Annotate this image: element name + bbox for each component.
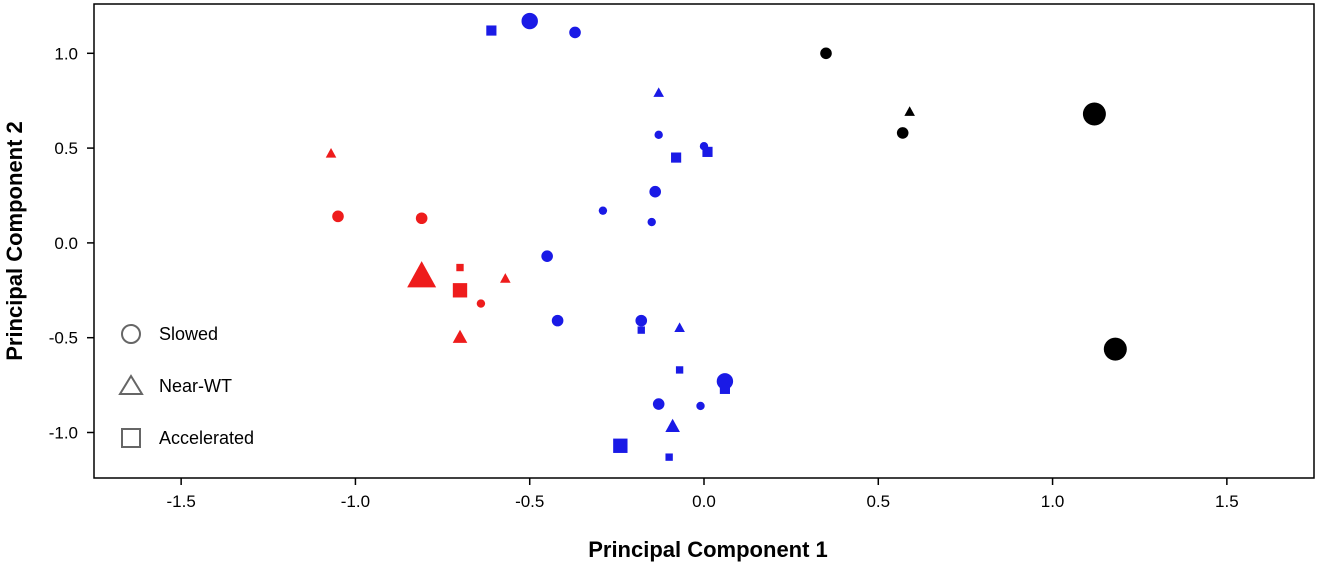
axis-ticks: -1.5 -1.0 -0.5 0.0 0.5 1.0 1.5 1.0 0.5 0.0 -0.5 -1.… bbox=[49, 44, 1239, 511]
blue-triangle-point bbox=[665, 418, 680, 433]
black-circle-point bbox=[820, 47, 832, 60]
black-circle-point bbox=[1082, 102, 1106, 126]
blue-circle-point bbox=[551, 314, 564, 327]
blue-square-point bbox=[671, 152, 682, 163]
x-axis-title: Principal Component 1 bbox=[588, 537, 828, 562]
y-tick-label: 0.0 bbox=[54, 234, 78, 253]
blue-circle-point bbox=[569, 26, 581, 39]
black-circle-point bbox=[896, 127, 909, 139]
blue-circle-point bbox=[598, 206, 608, 215]
blue-circle-point bbox=[635, 314, 648, 327]
y-tick-label: 1.0 bbox=[54, 44, 78, 63]
x-tick-label: 1.0 bbox=[1041, 492, 1065, 511]
red-triangle-point bbox=[325, 147, 337, 158]
circle-legend-icon bbox=[121, 324, 141, 344]
x-tick-label: 0.5 bbox=[866, 492, 890, 511]
red-circle-point bbox=[476, 299, 486, 308]
red-triangle-point bbox=[452, 329, 468, 343]
red-circle-point bbox=[332, 210, 344, 223]
legend: Slowed Near-WT Accelerated bbox=[118, 324, 254, 448]
red-circle-point bbox=[415, 212, 428, 225]
legend-label-slowed: Slowed bbox=[159, 324, 218, 344]
blue-square-point bbox=[486, 25, 497, 36]
x-tick-label: -0.5 bbox=[515, 492, 544, 511]
blue-circle-point bbox=[521, 12, 538, 30]
blue-square-point bbox=[675, 366, 684, 374]
blue-square-point bbox=[613, 438, 628, 453]
red-square-point bbox=[456, 263, 464, 272]
legend-label-near-wt: Near-WT bbox=[159, 376, 232, 396]
data-points bbox=[325, 12, 1127, 461]
square-legend-icon bbox=[121, 428, 141, 448]
y-tick-label: -1.0 bbox=[49, 423, 78, 442]
legend-label-accelerated: Accelerated bbox=[159, 428, 254, 448]
blue-circle-point bbox=[696, 401, 705, 411]
blue-circle-point bbox=[541, 250, 553, 262]
red-triangle-point bbox=[407, 261, 437, 288]
blue-square-point bbox=[637, 326, 645, 334]
blue-square-point bbox=[665, 453, 673, 461]
blue-circle-point bbox=[649, 185, 661, 198]
black-circle-point bbox=[1103, 337, 1127, 361]
y-tick-label: 0.5 bbox=[54, 139, 78, 158]
blue-circle-point bbox=[652, 398, 665, 410]
x-tick-label: -1.0 bbox=[341, 492, 370, 511]
x-tick-label: 0.0 bbox=[692, 492, 716, 511]
y-axis-title: Principal Component 2 bbox=[2, 121, 27, 361]
red-square-point bbox=[452, 283, 468, 298]
blue-square-point bbox=[719, 383, 730, 394]
blue-triangle-point bbox=[653, 87, 664, 97]
x-tick-label: -1.5 bbox=[166, 492, 195, 511]
blue-circle-point bbox=[647, 217, 656, 227]
y-tick-label: -0.5 bbox=[49, 329, 78, 348]
red-triangle-point bbox=[500, 273, 511, 283]
blue-circle-point bbox=[654, 130, 663, 140]
black-triangle-point bbox=[904, 106, 915, 116]
triangle-legend-icon bbox=[118, 374, 144, 395]
blue-square-point bbox=[702, 146, 713, 157]
blue-triangle-point bbox=[674, 322, 685, 332]
x-tick-label: 1.5 bbox=[1215, 492, 1239, 511]
